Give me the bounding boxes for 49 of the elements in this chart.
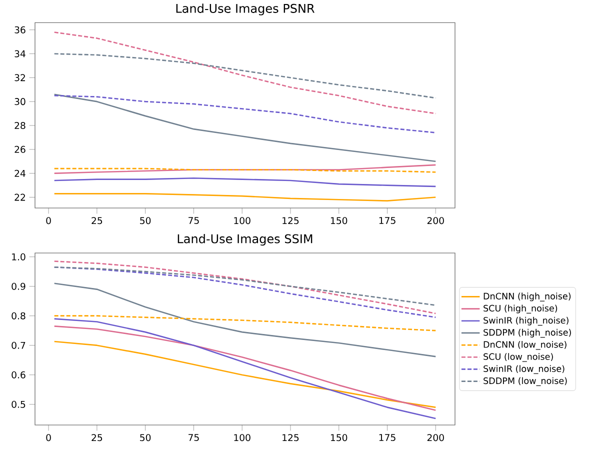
y-tick-label: 0.7 (12, 342, 26, 349)
y-tick-label: 0.9 (12, 282, 26, 290)
x-tick-label: 150 (330, 434, 348, 442)
legend-label: SwinIR (low_noise) (484, 365, 564, 374)
y-tick-label: 24 (14, 170, 26, 177)
line-series (54, 326, 436, 411)
x-tick-label: 75 (188, 434, 199, 441)
x-tick-label: 100 (234, 217, 250, 224)
y-tick-label: 22 (14, 194, 25, 201)
line-series (54, 266, 436, 306)
x-tick-label: 100 (234, 434, 250, 442)
chart-title: Land-Use Images PSNR (176, 4, 314, 16)
x-tick-label: 175 (379, 217, 396, 224)
x-tick-label: 25 (92, 217, 102, 224)
y-tick-label: 30 (14, 98, 26, 106)
x-tick-label: 50 (140, 434, 151, 442)
line-series (54, 94, 436, 134)
line-series (54, 282, 436, 358)
y-tick-label: 26 (14, 146, 26, 153)
y-tick-label: 0.5 (12, 400, 26, 408)
x-tick-label: 125 (282, 217, 299, 224)
x-tick-label: 0 (46, 217, 51, 224)
legend-label: SCU (low_noise) (484, 353, 553, 362)
y-tick-label: 0.6 (12, 371, 26, 378)
x-tick-label: 200 (427, 434, 444, 442)
x-tick-label: 175 (379, 434, 396, 441)
x-tick-label: 50 (140, 217, 151, 224)
x-tick-label: 25 (92, 434, 102, 442)
x-tick-label: 150 (330, 217, 348, 224)
x-tick-label: 0 (46, 434, 51, 442)
y-tick-label: 1.0 (12, 253, 26, 260)
legend-label: SwinIR (high_noise) (484, 316, 568, 326)
legend-label: DnCNN (high_noise) (484, 292, 571, 302)
y-tick-label: 28 (14, 122, 26, 130)
x-tick-label: 75 (188, 217, 199, 224)
line-series (54, 177, 436, 188)
y-tick-label: 34 (14, 50, 26, 58)
legend-label: SDDPM (high_noise) (484, 328, 571, 338)
chart-title: Land-Use Images SSIM (178, 234, 312, 246)
y-tick-label: 0.8 (12, 312, 26, 320)
y-tick-label: 32 (14, 74, 25, 82)
legend-label: SDDPM (low_noise) (484, 377, 567, 386)
legend-label: SCU (high_noise) (484, 304, 558, 314)
line-series (54, 318, 436, 420)
y-tick-label: 36 (14, 26, 26, 34)
legend-label: DnCNN (low_noise) (484, 340, 566, 350)
x-tick-label: 200 (427, 217, 444, 224)
line-series (54, 340, 436, 408)
x-tick-label: 125 (282, 434, 299, 442)
